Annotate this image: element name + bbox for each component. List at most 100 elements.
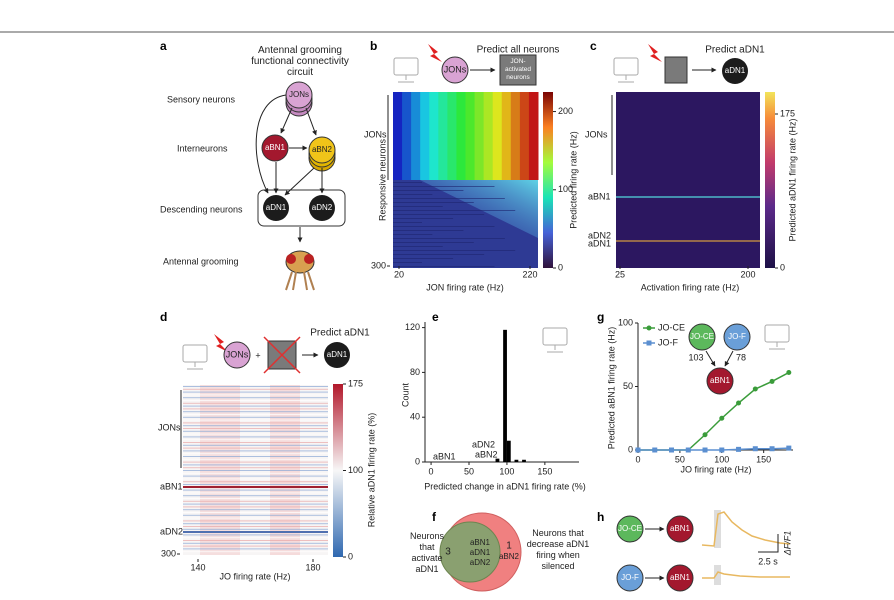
heatmap-row xyxy=(183,517,328,519)
heatmap-col xyxy=(519,92,530,180)
heatmap-row xyxy=(393,186,495,187)
heatmap xyxy=(616,92,760,268)
row-label: Interneurons xyxy=(177,143,228,153)
heatmap-col xyxy=(411,92,421,180)
heatmap-col xyxy=(420,92,430,180)
panel-title: Antennal grooming functional connectivit… xyxy=(251,45,349,78)
heatmap-row xyxy=(183,509,328,511)
node xyxy=(666,564,694,592)
heatmap-row xyxy=(393,214,485,215)
heatmap-row xyxy=(183,478,328,480)
heatmap-row xyxy=(183,405,328,407)
node-label: JONs xyxy=(444,64,467,74)
y-axis-label: Predicted aBN1 firing rate (Hz) xyxy=(606,327,616,450)
heatmap-row xyxy=(393,238,505,239)
heatmap-row xyxy=(183,475,328,477)
bar xyxy=(522,459,526,462)
node-label: JONs xyxy=(226,349,249,359)
bar xyxy=(514,459,519,462)
heatmap-row xyxy=(183,447,328,449)
heatmap-row xyxy=(183,422,328,424)
heatmap-row xyxy=(183,464,328,466)
heatmap-row xyxy=(183,467,328,469)
point xyxy=(652,447,658,453)
heatmap-row xyxy=(393,254,485,255)
heatmap-row xyxy=(393,206,443,207)
heatmap-row xyxy=(183,514,328,516)
node xyxy=(616,515,644,543)
heatmap-row xyxy=(393,262,422,263)
heatmap-row xyxy=(393,250,516,251)
heatmap-row xyxy=(183,453,328,455)
point xyxy=(769,446,775,452)
heatmap-row xyxy=(183,436,328,438)
heatmap-row xyxy=(183,402,328,404)
venn-item: aBN2 xyxy=(499,552,520,561)
row-label: aBN1 xyxy=(160,481,183,491)
heatmap-row xyxy=(183,534,328,536)
point xyxy=(786,445,792,451)
colorbar-label: Predicted firing rate (Hz) xyxy=(568,131,578,229)
colorbar xyxy=(765,92,775,268)
icons xyxy=(182,57,790,370)
x-tick-label: 100 xyxy=(714,454,729,464)
weight-label: 78 xyxy=(736,352,746,362)
bar xyxy=(503,329,507,462)
node xyxy=(441,56,469,84)
row-label: aDN1 xyxy=(588,238,611,248)
venn-item: aBN1 xyxy=(470,538,491,547)
node-label: aBN1 xyxy=(265,143,286,152)
heatmap-row xyxy=(393,194,433,195)
arrow xyxy=(724,350,734,367)
heatmap-col xyxy=(438,92,448,180)
heatmap-row xyxy=(183,400,328,401)
row-label: Descending neurons xyxy=(160,204,243,214)
heatmap-row xyxy=(393,242,474,243)
point xyxy=(719,447,725,453)
node-label: JO-F xyxy=(621,573,639,582)
x-tick-label: 50 xyxy=(675,454,685,464)
heatmap-row xyxy=(183,442,328,443)
row-label: aDN2 xyxy=(160,526,183,536)
x-tick-label: 150 xyxy=(537,466,552,476)
y-tick-label: 80 xyxy=(410,367,420,377)
node xyxy=(688,323,716,351)
colorbar-label: Relative aDN1 firing rate (%) xyxy=(366,413,376,528)
heatmap-col xyxy=(429,92,439,180)
heatmap-wedge xyxy=(420,180,538,238)
y-tick-label: 300 xyxy=(161,548,176,558)
heatmap-col xyxy=(528,92,539,180)
heatmap-col xyxy=(393,92,403,180)
heatmap-row xyxy=(183,520,328,522)
heatmap-row xyxy=(183,456,328,457)
trace xyxy=(701,511,791,547)
row-label: JONs xyxy=(585,129,608,139)
heatmap-row xyxy=(183,411,328,413)
node-label: JON-activated neurons xyxy=(504,58,532,81)
colorbar-tick-label: 0 xyxy=(558,262,563,272)
heatmap-row xyxy=(183,506,328,508)
venn-left xyxy=(439,521,501,583)
heatmap-row xyxy=(183,489,328,491)
point xyxy=(635,447,641,453)
x-axis-label: JO firing rate (Hz) xyxy=(680,464,751,474)
arrow xyxy=(705,350,716,367)
node xyxy=(722,58,748,84)
y-tick-label: 0 xyxy=(628,444,633,454)
scale-bar xyxy=(758,534,779,553)
x-tick-label: 100 xyxy=(499,466,514,476)
scale-label: 2.5 s xyxy=(758,556,778,566)
venn-item: aDN1 xyxy=(470,548,491,557)
x-tick-label: 0 xyxy=(635,454,640,464)
point xyxy=(769,378,775,384)
node-label: aDN1 xyxy=(327,350,348,359)
heatmap-row xyxy=(183,531,328,533)
row-label: aDN2 xyxy=(588,230,611,240)
heatmap-row xyxy=(183,416,328,418)
panel-label: d xyxy=(160,310,167,324)
heatmap-row xyxy=(183,537,328,539)
node-label: aBN2 xyxy=(312,145,333,154)
panel-label: c xyxy=(590,39,597,53)
node-label: aBN1 xyxy=(670,573,691,582)
